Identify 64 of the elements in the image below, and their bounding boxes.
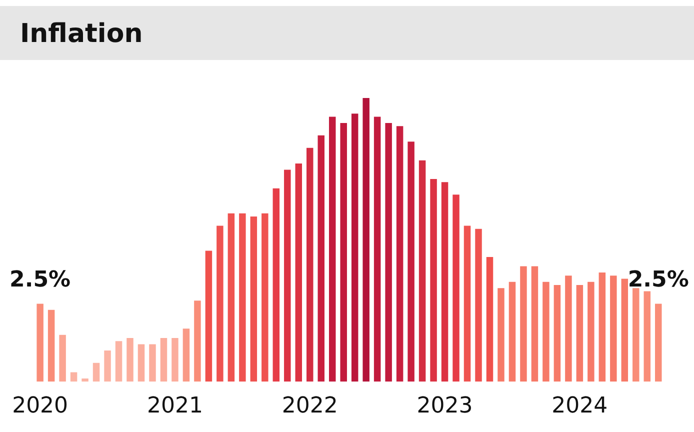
bar	[104, 350, 111, 382]
bar	[239, 213, 246, 382]
bar	[655, 304, 662, 382]
bar	[430, 179, 437, 382]
bar	[408, 142, 414, 382]
bar	[70, 372, 78, 382]
bar	[92, 362, 100, 382]
bar	[59, 334, 66, 382]
bar	[464, 226, 471, 382]
bar	[272, 188, 280, 382]
bar	[486, 256, 494, 382]
bar	[362, 98, 370, 382]
bar	[508, 282, 516, 382]
bar	[295, 163, 302, 382]
bar	[82, 378, 88, 382]
data-label: 2.5%	[628, 267, 689, 292]
chart-title: Inflation	[20, 19, 143, 49]
bar	[351, 114, 358, 382]
bar	[588, 282, 594, 382]
bar	[182, 328, 190, 382]
data-label: 2.5%	[10, 267, 71, 292]
x-tick-label: 2024	[552, 394, 608, 419]
x-tick-label: 2021	[146, 394, 203, 419]
bar	[48, 310, 55, 382]
bar	[520, 266, 527, 382]
bar	[284, 170, 291, 382]
x-tick-label: 2022	[282, 394, 338, 419]
bar	[262, 213, 268, 382]
bar	[228, 213, 235, 382]
bar	[374, 116, 381, 382]
bar	[531, 266, 538, 382]
bar	[385, 122, 392, 382]
bar	[542, 282, 550, 382]
bar	[554, 285, 561, 382]
bar	[36, 304, 44, 382]
bar	[441, 182, 448, 382]
bar	[172, 338, 178, 382]
bar	[250, 216, 258, 382]
bar	[328, 116, 336, 382]
bar	[126, 338, 134, 382]
bar	[644, 291, 651, 382]
bar	[452, 194, 460, 382]
x-tick-label: 2023	[416, 394, 473, 419]
bar	[576, 285, 584, 382]
bar	[418, 160, 426, 382]
bar	[138, 344, 145, 382]
bar	[498, 288, 504, 382]
bar	[598, 272, 606, 382]
bar	[205, 250, 212, 382]
bar	[632, 288, 640, 382]
bar	[216, 226, 224, 382]
bar	[318, 135, 324, 382]
bar	[160, 338, 168, 382]
bar	[149, 344, 156, 382]
x-tick-label: 2020	[12, 394, 68, 419]
bar	[115, 341, 122, 382]
bar	[340, 122, 347, 382]
bar	[475, 228, 482, 382]
bar	[396, 126, 404, 382]
bar	[194, 300, 201, 382]
bar	[610, 276, 617, 382]
bar	[306, 148, 314, 382]
bar	[621, 278, 628, 382]
bar	[565, 276, 572, 382]
